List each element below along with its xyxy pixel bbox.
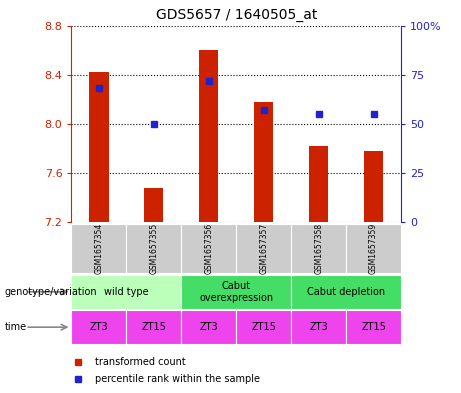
Text: Cabut
overexpression: Cabut overexpression (199, 281, 273, 303)
Text: GSM1657355: GSM1657355 (149, 223, 159, 274)
Text: GSM1657358: GSM1657358 (314, 223, 323, 274)
Text: ZT3: ZT3 (200, 322, 218, 332)
Bar (181, 224, 236, 273)
Bar (89, 72, 108, 222)
Text: ZT15: ZT15 (361, 322, 386, 332)
Bar (236, 224, 291, 273)
Bar (346, 310, 401, 344)
Bar (126, 224, 181, 273)
Text: Cabut depletion: Cabut depletion (307, 287, 385, 297)
Text: wild type: wild type (104, 287, 149, 297)
Bar (291, 224, 346, 273)
Text: genotype/variation: genotype/variation (5, 287, 97, 297)
Text: GSM1657356: GSM1657356 (204, 223, 213, 274)
Text: percentile rank within the sample: percentile rank within the sample (95, 374, 260, 384)
Title: GDS5657 / 1640505_at: GDS5657 / 1640505_at (155, 8, 317, 22)
Bar (181, 310, 236, 344)
Bar (254, 102, 273, 222)
Bar (291, 310, 346, 344)
Bar (71, 224, 126, 273)
Bar (126, 310, 181, 344)
Text: ZT3: ZT3 (89, 322, 108, 332)
Bar (181, 275, 291, 309)
Bar (199, 50, 219, 222)
Text: ZT15: ZT15 (251, 322, 276, 332)
Bar (236, 310, 291, 344)
Bar (291, 275, 401, 309)
Text: GSM1657359: GSM1657359 (369, 223, 378, 274)
Bar (364, 151, 383, 222)
Bar (71, 310, 126, 344)
Bar (144, 187, 164, 222)
Text: GSM1657354: GSM1657354 (95, 223, 103, 274)
Text: transformed count: transformed count (95, 356, 185, 367)
Bar (309, 146, 328, 222)
Bar (346, 224, 401, 273)
Bar (71, 275, 181, 309)
Text: GSM1657357: GSM1657357 (259, 223, 268, 274)
Text: time: time (5, 322, 27, 332)
Text: ZT3: ZT3 (309, 322, 328, 332)
Text: ZT15: ZT15 (142, 322, 166, 332)
